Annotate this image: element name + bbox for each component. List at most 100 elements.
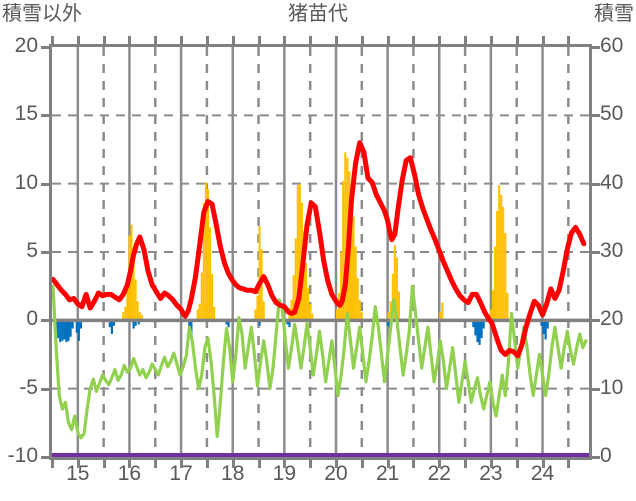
x-axis-tickmark-top	[541, 36, 545, 44]
green-data-line	[52, 284, 588, 440]
orange-bar	[208, 227, 212, 321]
x-axis-tickmark-bottom	[334, 460, 338, 468]
x-axis-tickmark-top	[309, 36, 313, 44]
x-axis-tickmark-bottom	[386, 460, 390, 468]
x-axis-tickmark-bottom	[541, 460, 545, 468]
blue-bar	[61, 320, 64, 341]
orange-bar	[356, 277, 359, 321]
blue-bar	[79, 320, 82, 329]
y-axis-tickmark-left	[41, 114, 49, 118]
orange-bar	[500, 194, 503, 321]
orange-bar	[360, 312, 363, 321]
orange-bar	[350, 191, 353, 321]
orange-bar	[290, 299, 293, 321]
x-axis-tickmark-top	[489, 36, 493, 44]
y-axis-tickmark-right	[592, 114, 600, 118]
x-axis-tickmark-bottom	[205, 460, 209, 468]
y-axis-tick-label-left: 5	[26, 239, 38, 262]
blue-bar	[478, 320, 481, 345]
y-axis-tickmark-right	[592, 182, 600, 186]
blue-bar	[137, 320, 140, 325]
page-title: 猪苗代	[288, 3, 348, 25]
orange-bar	[397, 291, 401, 321]
x-axis-tickmark-bottom	[128, 460, 132, 468]
x-axis-tick-label: 19	[272, 462, 297, 485]
x-axis-tick-label: 20	[324, 462, 348, 485]
x-axis-tick-label: 18	[221, 462, 245, 485]
plot-area	[49, 44, 592, 460]
x-axis-tickmark-bottom	[489, 460, 493, 468]
blue-bar	[63, 320, 66, 340]
blue-bar	[482, 320, 485, 329]
y-axis-tick-label-left: 0	[26, 307, 38, 331]
blue-bar	[132, 320, 135, 329]
blue-bar	[59, 320, 62, 343]
y-axis-tick-label-right: 10	[600, 375, 624, 399]
x-axis-tickmark-top	[76, 36, 80, 44]
orange-bar	[395, 257, 398, 321]
x-axis-tickmark-top	[128, 36, 132, 44]
orange-bar	[200, 272, 203, 321]
x-axis-tickmark-top	[180, 36, 184, 44]
orange-bar	[354, 246, 357, 321]
y-axis-tickmark-left	[41, 182, 49, 186]
x-axis-tickmark-top	[257, 36, 261, 44]
y-axis-tickmark-left	[41, 46, 49, 49]
orange-bar	[307, 287, 310, 321]
y-axis-tick-label-right: 30	[600, 239, 624, 262]
blue-bar	[71, 320, 74, 329]
orange-bar	[393, 245, 396, 321]
orange-bar	[506, 293, 509, 321]
orange-bar	[296, 185, 299, 321]
blue-bar	[386, 320, 389, 326]
blue-bar	[227, 320, 230, 328]
orange-bar	[140, 314, 143, 321]
orange-bar	[439, 312, 442, 321]
orange-bar	[389, 301, 392, 321]
orange-bar	[213, 306, 216, 321]
x-axis-tickmark-top	[154, 36, 158, 44]
x-axis-tickmark-top	[567, 36, 571, 44]
y-axis-tickmark-left	[41, 319, 49, 323]
y-axis-tickmark-right	[592, 387, 600, 391]
orange-bar	[340, 252, 343, 321]
x-axis-tickmark-top	[231, 36, 235, 44]
x-axis-tickmark-bottom	[567, 460, 571, 468]
blue-bar	[134, 320, 137, 326]
y-axis-tick-label-right: 0	[600, 444, 612, 467]
orange-bar	[504, 232, 507, 321]
blue-bar	[286, 320, 289, 325]
orange-bar	[311, 313, 314, 321]
plot-inner	[52, 47, 589, 457]
x-axis-tickmark-top	[464, 36, 468, 44]
x-axis-tickmark-bottom	[360, 460, 364, 468]
orange-bar	[211, 273, 214, 321]
y-axis-tickmark-left	[41, 251, 49, 254]
blue-bar	[190, 320, 193, 336]
orange-bar	[206, 189, 209, 321]
x-axis-tick-label: 21	[375, 462, 400, 485]
red-data-line	[52, 140, 587, 359]
y-axis-tick-label-left: -10	[7, 444, 38, 467]
y-axis-tickmark-right	[592, 456, 600, 459]
orange-bar	[292, 275, 295, 321]
blue-bar	[476, 320, 479, 343]
y-axis-tick-label-right: 20	[600, 307, 624, 331]
x-axis-tickmark-bottom	[309, 460, 313, 468]
y-axis-tickmark-right	[592, 251, 600, 254]
orange-bar	[294, 238, 297, 321]
orange-bar	[489, 309, 492, 321]
x-axis-tickmark-bottom	[231, 460, 235, 468]
left-axis-title: 積雪以外	[2, 3, 82, 25]
orange-bar	[344, 152, 347, 321]
x-axis-tickmark-top	[412, 36, 416, 44]
x-axis-tick-label: 17	[169, 462, 193, 485]
blue-bar	[75, 320, 78, 333]
y-axis-tick-label-left: 20	[14, 34, 38, 57]
x-axis-tickmark-top	[102, 36, 106, 44]
orange-bar	[196, 309, 199, 321]
blue-bar	[540, 320, 543, 326]
blue-bar	[69, 320, 72, 337]
orange-bar	[309, 303, 312, 321]
